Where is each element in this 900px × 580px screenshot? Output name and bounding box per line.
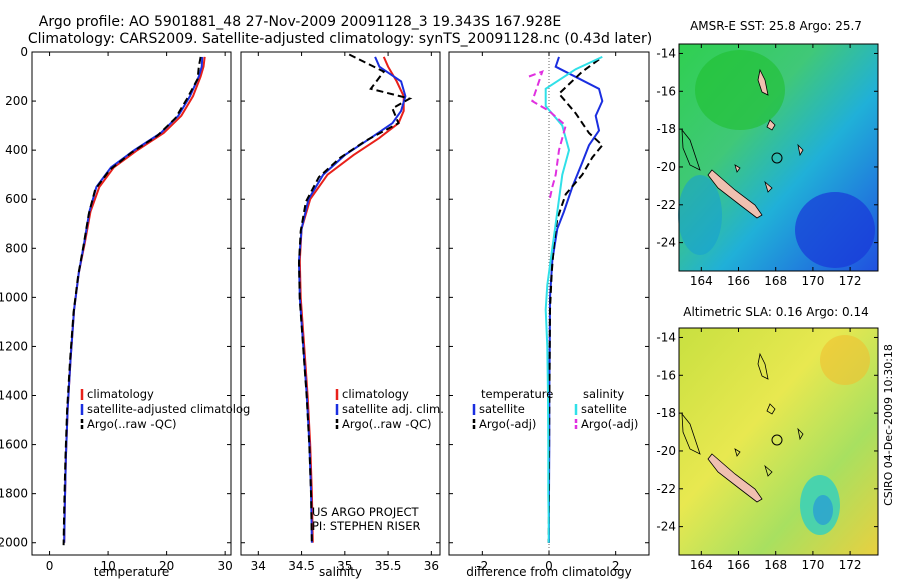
legend-label: Argo(..raw -QC) xyxy=(342,417,432,431)
legend-label: Argo(..raw -QC) xyxy=(87,417,177,431)
x-tick-label: 166 xyxy=(727,558,750,572)
x-tick-label: 170 xyxy=(801,558,824,572)
difference-series-0 xyxy=(548,56,604,543)
sst-argo-location xyxy=(771,152,783,164)
x-tick-label: 172 xyxy=(839,558,862,572)
salinity-xlabel: salinity xyxy=(319,565,362,579)
x-tick-label: 30 xyxy=(218,559,233,573)
y-tick-label: 600 xyxy=(5,192,28,206)
sst-coastlines xyxy=(681,68,804,219)
x-tick-label: 0 xyxy=(46,559,54,573)
difference-series-2 xyxy=(544,55,603,543)
x-tick-label: 34 xyxy=(251,559,266,573)
y-tick-label: 1000 xyxy=(0,290,28,304)
legend-label: satellite xyxy=(479,402,525,416)
x-tick-label: -2 xyxy=(476,559,488,573)
x-tick-label: 36 xyxy=(424,559,439,573)
temperature-axes-frame xyxy=(31,51,232,556)
figure-title-line2: Climatology: CARS2009. Satellite-adjuste… xyxy=(28,31,652,47)
y-tick-label: 1200 xyxy=(0,339,28,353)
sla-map-panel: Altimetric SLA: 0.16 Argo: 0.14 164 166 16… xyxy=(656,305,879,572)
difference-xlabel: difference from climatology xyxy=(466,565,632,579)
x-tick-label: 35.5 xyxy=(375,559,402,573)
x-tick-label: 2 xyxy=(612,559,620,573)
y-tick-label: -22 xyxy=(656,198,676,212)
sst-warm-region xyxy=(695,50,785,130)
sst-cool-region xyxy=(795,192,875,268)
sla-argo-location xyxy=(771,434,783,446)
sla-map-axes: 164 166 168 170 172 -14 -16 -18 -20 -22 -24 xyxy=(656,328,878,572)
difference-series-3 xyxy=(528,69,567,200)
y-tick-label: 800 xyxy=(5,241,28,255)
y-tick-label: -18 xyxy=(656,406,676,420)
x-tick-label: 164 xyxy=(690,558,713,572)
salinity-axes-frame xyxy=(240,51,441,556)
sla-map-frame xyxy=(678,327,879,556)
y-tick-label: 400 xyxy=(5,143,28,157)
legend-label: climatology xyxy=(87,387,154,401)
sst-mid-region xyxy=(678,175,722,255)
legend-group-title: temperature xyxy=(481,387,553,401)
sla-low-core xyxy=(813,495,833,525)
y-tick-label: -14 xyxy=(656,46,676,60)
temperature-series-0 xyxy=(63,56,206,543)
figure-title-line1: Argo profile: AO 5901881_48 27-Nov-2009 … xyxy=(39,14,561,30)
sla-high-region xyxy=(820,335,870,385)
sst-map-panel: AMSR-E SST: 25.8 Argo: 25.7 164 166 168 170… xyxy=(656,19,879,288)
sla-coastlines xyxy=(681,352,804,503)
y-tick-label: 1600 xyxy=(0,438,28,452)
x-tick-label: 170 xyxy=(801,274,824,288)
x-tick-label: 20 xyxy=(159,559,174,573)
x-tick-label: 34.5 xyxy=(288,559,315,573)
y-tick-label: 200 xyxy=(5,94,28,108)
legend-label: Argo(-adj) xyxy=(479,417,536,431)
legend-label: Argo(-adj) xyxy=(581,417,638,431)
temperature-xlabel: temperature xyxy=(94,565,169,579)
y-tick-label: -20 xyxy=(656,160,676,174)
difference-series-1 xyxy=(547,58,604,543)
y-tick-label: 0 xyxy=(20,45,28,59)
temperature-panel: 0 10 20 30 0 200 400 600 800 1000 1200 1400 1600 1800… xyxy=(0,45,250,579)
legend-label: satellite adj. clim. xyxy=(342,402,444,416)
y-tick-label: 2000 xyxy=(0,536,28,550)
y-tick-label: -24 xyxy=(656,520,676,534)
sst-map-frame xyxy=(678,43,879,272)
sst-map-axes: 164 166 168 170 172 -14 -16 -18 -20 -22 -24 xyxy=(656,44,878,288)
sla-map-title: Altimetric SLA: 0.16 Argo: 0.14 xyxy=(683,305,868,319)
x-tick-label: 10 xyxy=(100,559,115,573)
y-tick-label: 1400 xyxy=(0,389,28,403)
y-tick-label: -22 xyxy=(656,482,676,496)
legend-group-title: salinity xyxy=(583,387,624,401)
y-tick-label: -16 xyxy=(656,368,676,382)
x-tick-label: 166 xyxy=(727,274,750,288)
legend-label: climatology xyxy=(342,387,409,401)
x-tick-label: 172 xyxy=(839,274,862,288)
legend-label: satellite-adjusted climatolog xyxy=(87,402,250,416)
temperature-series-1 xyxy=(63,56,204,543)
salinity-panel: 34 34.5 35 35.5 36 salinity climatologysatelli… xyxy=(240,51,444,579)
y-tick-label: 1800 xyxy=(0,487,28,501)
y-tick-label: -24 xyxy=(656,236,676,250)
x-tick-label: 168 xyxy=(764,274,787,288)
x-tick-label: 168 xyxy=(764,558,787,572)
project-annotation: PI: STEPHEN RISER xyxy=(312,519,421,533)
salinity-series-2 xyxy=(297,53,413,546)
y-tick-label: -18 xyxy=(656,122,676,136)
y-tick-label: -20 xyxy=(656,444,676,458)
sst-map-title: AMSR-E SST: 25.8 Argo: 25.7 xyxy=(690,19,862,33)
y-tick-label: -14 xyxy=(656,330,676,344)
x-tick-label: 35 xyxy=(337,559,352,573)
temperature-series-2 xyxy=(62,56,202,546)
legend-label: satellite xyxy=(581,402,627,416)
x-tick-label: 0 xyxy=(545,559,553,573)
y-tick-label: -16 xyxy=(656,84,676,98)
project-annotation: US ARGO PROJECT xyxy=(312,505,420,519)
x-tick-label: 164 xyxy=(690,274,713,288)
side-timestamp-label: CSIRO 04-Dec-2009 10:30:18 xyxy=(882,344,895,506)
